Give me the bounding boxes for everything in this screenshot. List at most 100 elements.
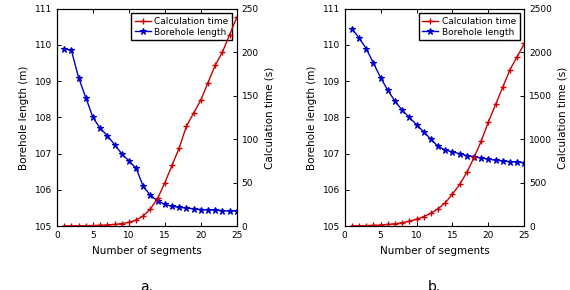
Borehole length [190,207,197,211]
Calculation time [176,146,182,150]
Borehole length [147,194,154,197]
Calculation time [507,68,514,71]
Borehole length [197,208,204,211]
Calculation time [471,156,478,159]
Calculation time [205,81,211,84]
Calculation time [226,33,233,37]
Line: Borehole length: Borehole length [61,45,240,214]
Calculation time [377,223,384,227]
Borehole length [205,208,211,212]
Borehole length [456,152,463,155]
Borehole length [370,61,377,65]
Calculation time [413,218,420,221]
Calculation time [363,224,369,227]
Borehole length [514,160,520,164]
Calculation time [219,50,226,54]
Borehole length [463,154,470,157]
Calculation time [233,16,240,19]
X-axis label: Number of segments: Number of segments [380,246,490,255]
Calculation time [212,64,219,67]
Calculation time [169,164,176,167]
Borehole length [119,152,125,155]
Borehole length [471,155,478,158]
Calculation time [499,85,506,89]
Calculation time [133,218,140,222]
Line: Calculation time: Calculation time [349,40,527,229]
Calculation time [399,221,406,224]
Borehole length [89,116,96,119]
Borehole length [449,150,456,154]
Y-axis label: Calculation time (s): Calculation time (s) [264,66,274,168]
Borehole length [176,206,182,209]
Borehole length [442,148,449,152]
Text: b.: b. [428,280,441,290]
Calculation time [161,181,168,184]
Calculation time [392,222,398,226]
Borehole length [183,206,190,210]
Calculation time [449,192,456,196]
Legend: Calculation time, Borehole length: Calculation time, Borehole length [418,13,520,40]
Calculation time [125,221,132,224]
Borehole length [226,209,233,213]
Y-axis label: Borehole length (m): Borehole length (m) [307,65,317,170]
Calculation time [406,220,413,223]
Y-axis label: Borehole length (m): Borehole length (m) [19,65,29,170]
Borehole length [104,134,111,137]
Calculation time [140,214,146,218]
Calculation time [82,224,89,227]
Calculation time [521,42,528,45]
Calculation time [356,224,363,228]
Calculation time [456,183,463,186]
X-axis label: Number of segments: Number of segments [92,246,202,255]
Borehole length [428,137,434,141]
Calculation time [197,98,204,102]
Text: a.: a. [140,280,153,290]
Borehole length [406,116,413,119]
Borehole length [82,96,89,99]
Calculation time [348,224,355,228]
Calculation time [420,215,427,218]
Calculation time [435,207,442,211]
Calculation time [119,222,125,225]
Calculation time [68,224,75,228]
Borehole length [111,143,118,146]
Calculation time [485,120,492,124]
Calculation time [514,55,520,58]
Borehole length [478,156,484,160]
Borehole length [219,209,226,212]
Borehole length [413,123,420,126]
Calculation time [492,103,499,106]
Calculation time [428,211,434,215]
Borehole length [68,49,75,52]
Borehole length [499,159,506,163]
Calculation time [370,224,377,227]
Borehole length [133,166,140,170]
Borehole length [348,27,355,30]
Calculation time [463,171,470,174]
Borehole length [154,199,161,203]
Borehole length [75,76,82,79]
Borehole length [61,47,68,50]
Calculation time [183,124,190,128]
Borehole length [492,159,499,162]
Calculation time [147,207,154,211]
Borehole length [420,130,427,134]
Calculation time [190,111,197,115]
Borehole length [377,76,384,79]
Borehole length [140,185,146,188]
Legend: Calculation time, Borehole length: Calculation time, Borehole length [131,13,232,40]
Borehole length [507,160,514,164]
Line: Borehole length: Borehole length [348,25,528,166]
Borehole length [363,47,369,50]
Calculation time [75,224,82,228]
Calculation time [89,224,96,227]
Borehole length [521,161,528,164]
Borehole length [97,127,104,130]
Calculation time [97,224,104,227]
Calculation time [104,223,111,227]
Borehole length [125,159,132,163]
Calculation time [61,224,68,228]
Calculation time [478,139,484,143]
Borehole length [212,209,219,212]
Y-axis label: Calculation time (s): Calculation time (s) [558,66,568,168]
